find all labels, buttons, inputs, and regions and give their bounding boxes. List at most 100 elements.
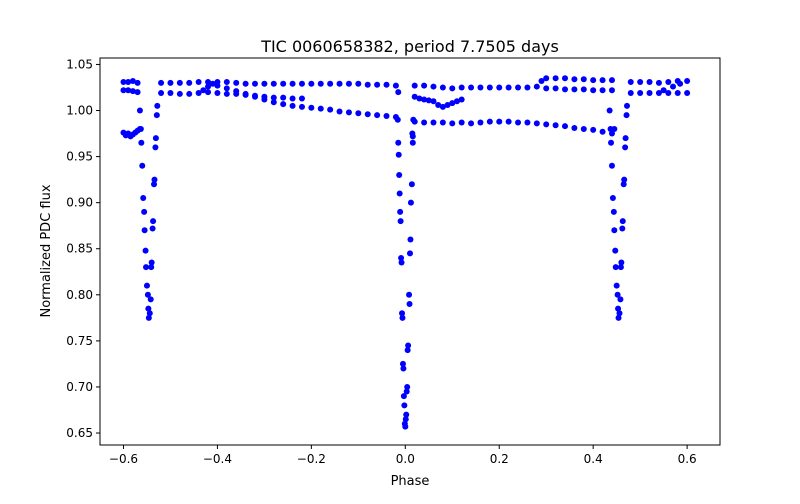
- data-point: [151, 181, 158, 188]
- data-point: [458, 84, 465, 91]
- data-point: [571, 125, 578, 132]
- data-point: [624, 102, 630, 109]
- data-point: [186, 90, 193, 97]
- data-point: [562, 75, 568, 82]
- data-point: [411, 82, 418, 89]
- data-point: [395, 89, 402, 96]
- data-point: [421, 119, 428, 126]
- data-point: [609, 195, 616, 202]
- data-point: [233, 88, 240, 95]
- data-point: [167, 90, 174, 97]
- data-point: [655, 79, 662, 86]
- data-point: [665, 90, 672, 97]
- data-point: [327, 106, 334, 113]
- data-point: [242, 80, 249, 87]
- data-point: [398, 259, 405, 266]
- data-point: [430, 98, 437, 105]
- data-point: [233, 79, 240, 86]
- x-tick-label: −0.6: [109, 452, 138, 466]
- data-point: [396, 190, 403, 197]
- data-point: [407, 199, 414, 206]
- data-point: [619, 225, 626, 232]
- data-point: [317, 105, 324, 112]
- data-point: [444, 101, 451, 108]
- data-point: [336, 80, 343, 87]
- data-point: [622, 144, 629, 151]
- x-tick-label: −0.2: [297, 452, 326, 466]
- data-point: [364, 111, 371, 118]
- data-point: [623, 112, 630, 119]
- data-point: [505, 84, 512, 91]
- data-point: [270, 99, 277, 106]
- data-point: [151, 176, 158, 183]
- data-point: [383, 113, 390, 120]
- data-point: [355, 80, 362, 87]
- data-point: [408, 181, 415, 188]
- data-point: [129, 88, 136, 95]
- data-point: [394, 116, 401, 123]
- data-point: [150, 218, 157, 225]
- data-point: [280, 94, 287, 101]
- data-point: [205, 89, 212, 96]
- data-point: [677, 80, 684, 87]
- data-point: [590, 87, 597, 94]
- data-point: [158, 79, 165, 86]
- y-tick-label: 0.70: [66, 380, 93, 394]
- data-point: [148, 264, 155, 271]
- data-point: [149, 225, 156, 232]
- data-point: [143, 264, 150, 271]
- data-point: [468, 120, 475, 127]
- data-point: [515, 84, 522, 91]
- data-point: [411, 93, 418, 100]
- data-point: [477, 84, 484, 91]
- y-tick-label: 0.90: [66, 196, 93, 210]
- data-point: [289, 95, 296, 102]
- data-point: [515, 119, 522, 126]
- data-point: [646, 78, 653, 85]
- data-point: [552, 75, 559, 82]
- data-point: [409, 133, 416, 140]
- data-point: [252, 80, 258, 87]
- data-point: [449, 85, 456, 92]
- data-point: [148, 259, 155, 266]
- data-point: [496, 118, 503, 125]
- data-point: [289, 80, 296, 87]
- data-point: [608, 87, 615, 94]
- data-point: [439, 103, 446, 110]
- data-point: [403, 388, 410, 395]
- data-point: [402, 416, 409, 423]
- data-point: [430, 119, 437, 126]
- data-points: [120, 75, 691, 430]
- data-point: [167, 79, 174, 86]
- data-point: [398, 254, 405, 261]
- data-point: [400, 393, 407, 400]
- data-point: [505, 118, 512, 125]
- data-point: [562, 123, 568, 130]
- data-point: [684, 78, 691, 85]
- data-point: [143, 282, 150, 289]
- data-point: [608, 130, 615, 137]
- data-point: [449, 120, 456, 127]
- data-point: [176, 90, 183, 97]
- data-point: [416, 95, 423, 102]
- data-point: [611, 227, 618, 234]
- data-point: [298, 103, 305, 110]
- data-point: [345, 80, 352, 87]
- data-point: [612, 247, 619, 254]
- data-point: [134, 79, 141, 86]
- y-tick-label: 0.65: [66, 426, 93, 440]
- x-axis-label: Phase: [391, 474, 430, 489]
- data-point: [608, 139, 615, 146]
- data-point: [402, 423, 409, 430]
- data-point: [458, 119, 465, 126]
- data-point: [242, 90, 249, 97]
- data-point: [407, 236, 414, 243]
- data-point: [620, 181, 627, 188]
- chart-title: TIC 0060658382, period 7.7505 days: [260, 37, 559, 56]
- data-point: [411, 118, 418, 125]
- y-axis-label: Normalized PDC flux: [39, 184, 54, 317]
- data-point: [421, 82, 428, 89]
- data-point: [146, 310, 153, 317]
- data-point: [395, 151, 402, 158]
- data-point: [205, 83, 212, 90]
